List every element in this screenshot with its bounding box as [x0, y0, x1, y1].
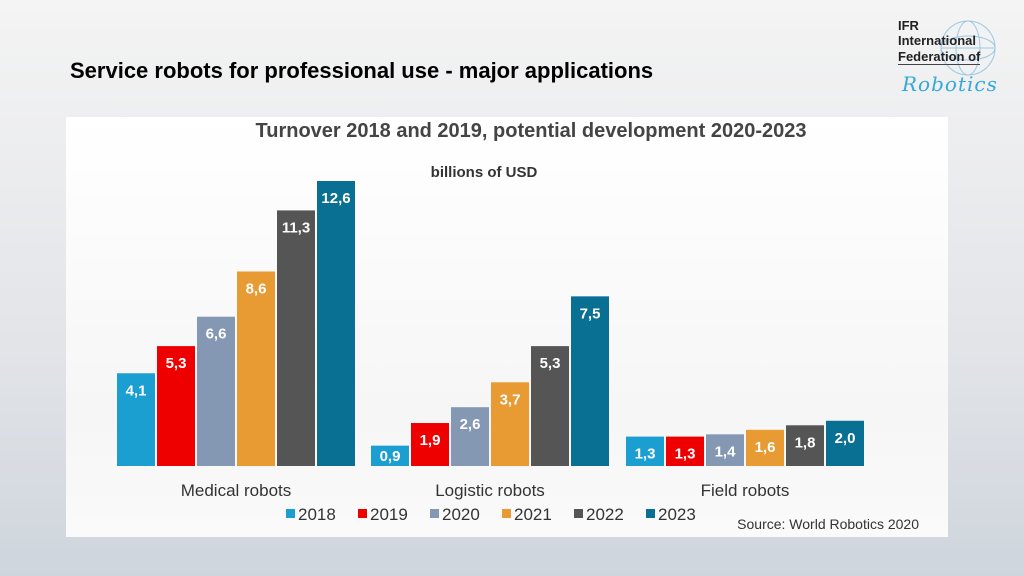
bar-label: 4,1 — [126, 382, 147, 399]
legend-swatch — [502, 509, 511, 518]
bar-2023 — [826, 420, 864, 466]
bar-label: 0,9 — [380, 448, 401, 465]
bar-label: 7,5 — [580, 305, 601, 322]
bar-2018 — [117, 373, 155, 466]
bar-2020 — [706, 434, 744, 466]
bar-label: 5,3 — [166, 355, 187, 372]
globe-icon — [940, 20, 996, 76]
bar-label: 2,6 — [460, 416, 481, 433]
legend-label: 2022 — [586, 505, 624, 524]
bar-2019 — [157, 346, 195, 466]
legend-label: 2023 — [658, 505, 696, 524]
chart-title: Turnover 2018 and 2019, potential develo… — [256, 120, 807, 142]
bar-chart: Turnover 2018 and 2019, potential develo… — [117, 120, 919, 532]
bar-2019 — [666, 436, 704, 466]
bar-label: 12,6 — [321, 190, 350, 207]
category-label: Field robots — [701, 481, 790, 500]
bar-label: 1,4 — [715, 443, 737, 460]
bar-label: 8,6 — [246, 280, 267, 297]
legend-label: 2019 — [370, 505, 408, 524]
category-label: Medical robots — [181, 481, 292, 500]
bar-2023 — [571, 296, 609, 466]
legend-label: 2018 — [298, 505, 336, 524]
slide-title: Service robots for professional use - ma… — [70, 58, 654, 83]
bar-label: 1,3 — [675, 446, 696, 463]
legend-swatch — [646, 509, 655, 518]
bar-label: 1,8 — [795, 434, 816, 451]
ifr-logo: IFR International Federation of Robotics — [898, 18, 1018, 98]
legend-swatch — [358, 509, 367, 518]
chart-subtitle: billions of USD — [431, 164, 538, 181]
bar-2022 — [531, 346, 569, 466]
bar-label: 1,9 — [420, 432, 441, 449]
bar-2019 — [411, 423, 449, 466]
bar-label: 3,7 — [500, 391, 521, 408]
bar-2018 — [371, 445, 409, 466]
legend-label: 2020 — [442, 505, 480, 524]
bar-2021 — [491, 382, 529, 466]
legend-label: 2021 — [514, 505, 552, 524]
logo-line2: International — [898, 33, 977, 48]
bar-label: 1,6 — [755, 439, 776, 456]
bar-2021 — [237, 271, 275, 466]
category-label: Logistic robots — [435, 481, 545, 500]
bar-2023 — [317, 181, 355, 466]
logo-line1: IFR — [898, 18, 919, 33]
bar-2021 — [746, 429, 784, 466]
legend-swatch — [574, 509, 583, 518]
bar-label: 5,3 — [540, 355, 561, 372]
bar-label: 11,3 — [282, 219, 310, 236]
legend-swatch — [286, 509, 295, 518]
logo-line4: Robotics — [902, 72, 998, 96]
bar-2018 — [626, 436, 664, 466]
bar-2020 — [451, 407, 489, 466]
bar-label: 2,0 — [835, 430, 856, 447]
bar-label: 1,3 — [635, 446, 656, 463]
chart-panel: Turnover 2018 and 2019, potential develo… — [66, 117, 948, 537]
source-note: Source: World Robotics 2020 — [737, 516, 919, 532]
bar-label: 6,6 — [206, 326, 227, 343]
bar-2022 — [786, 425, 824, 466]
logo-line3: Federation of — [898, 49, 981, 65]
bar-2020 — [197, 316, 235, 466]
bar-2022 — [277, 210, 315, 466]
legend-swatch — [430, 509, 439, 518]
